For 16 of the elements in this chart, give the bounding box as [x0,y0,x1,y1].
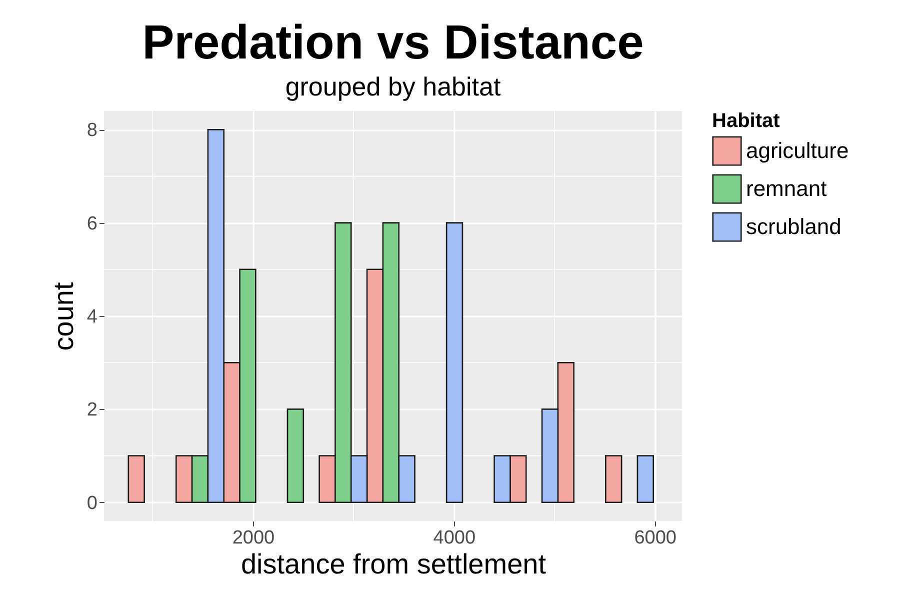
chart-title: Predation vs Distance [142,16,644,70]
y-tick-label: 6 [86,213,98,234]
y-axis-title: count [48,282,79,351]
x-tick-label: 6000 [634,528,677,548]
legend-label: scrubland [746,214,842,239]
legend-title: Habitat [712,110,780,132]
y-tick-label: 8 [86,120,98,142]
x-axis-title: distance from settlement [240,548,546,580]
y-tick-label: 4 [86,306,98,328]
legend-label: agriculture [746,138,849,163]
chart-subtitle: grouped by habitat [285,72,502,102]
x-tick-label: 2000 [232,528,275,548]
y-tick-label: 2 [86,400,98,421]
y-tick-label: 0 [86,492,98,514]
legend-label: remnant [746,176,827,201]
x-tick-label: 4000 [433,528,476,548]
